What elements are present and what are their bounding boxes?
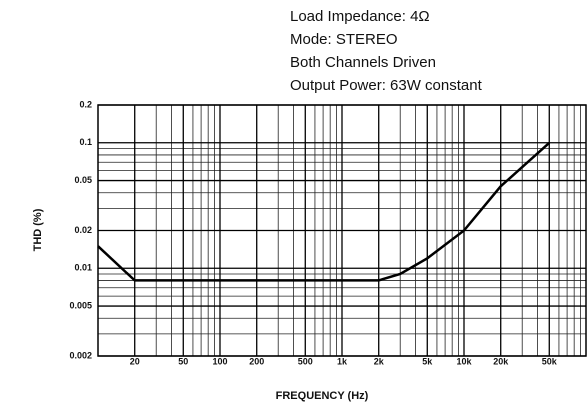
x-tick-label: 200: [249, 356, 264, 366]
x-tick-label: 10k: [456, 356, 472, 366]
x-tick-label: 5k: [422, 356, 433, 366]
x-tick-label: 50: [178, 356, 188, 366]
y-tick-label: 0.2: [79, 99, 92, 109]
x-tick-label: 2k: [374, 356, 385, 366]
y-tick-label: 0.005: [69, 300, 92, 310]
annotation: Both Channels Driven: [290, 54, 436, 71]
x-axis-label: FREQUENCY (Hz): [276, 390, 369, 402]
data-line: [97, 141, 551, 282]
y-tick-label: 0.1: [79, 137, 92, 147]
y-tick-label: 0.002: [69, 350, 92, 360]
x-tick-label: 1k: [337, 356, 348, 366]
annotation: Output Power: 63W constant: [290, 77, 483, 94]
y-axis-label: THD (%): [32, 208, 44, 251]
x-tick-label: 20k: [493, 356, 509, 366]
annotation: Load Impedance: 4Ω: [290, 8, 430, 25]
y-tick-label: 0.01: [74, 263, 92, 273]
x-tick-label: 20: [130, 356, 140, 366]
x-tick-label: 500: [298, 356, 313, 366]
x-tick-label: 50k: [542, 356, 558, 366]
annotation: Mode: STEREO: [290, 31, 398, 48]
y-tick-label: 0.02: [74, 225, 92, 235]
x-tick-label: 100: [212, 356, 227, 366]
plot-frame: [97, 104, 587, 357]
y-tick-label: 0.05: [74, 175, 92, 185]
